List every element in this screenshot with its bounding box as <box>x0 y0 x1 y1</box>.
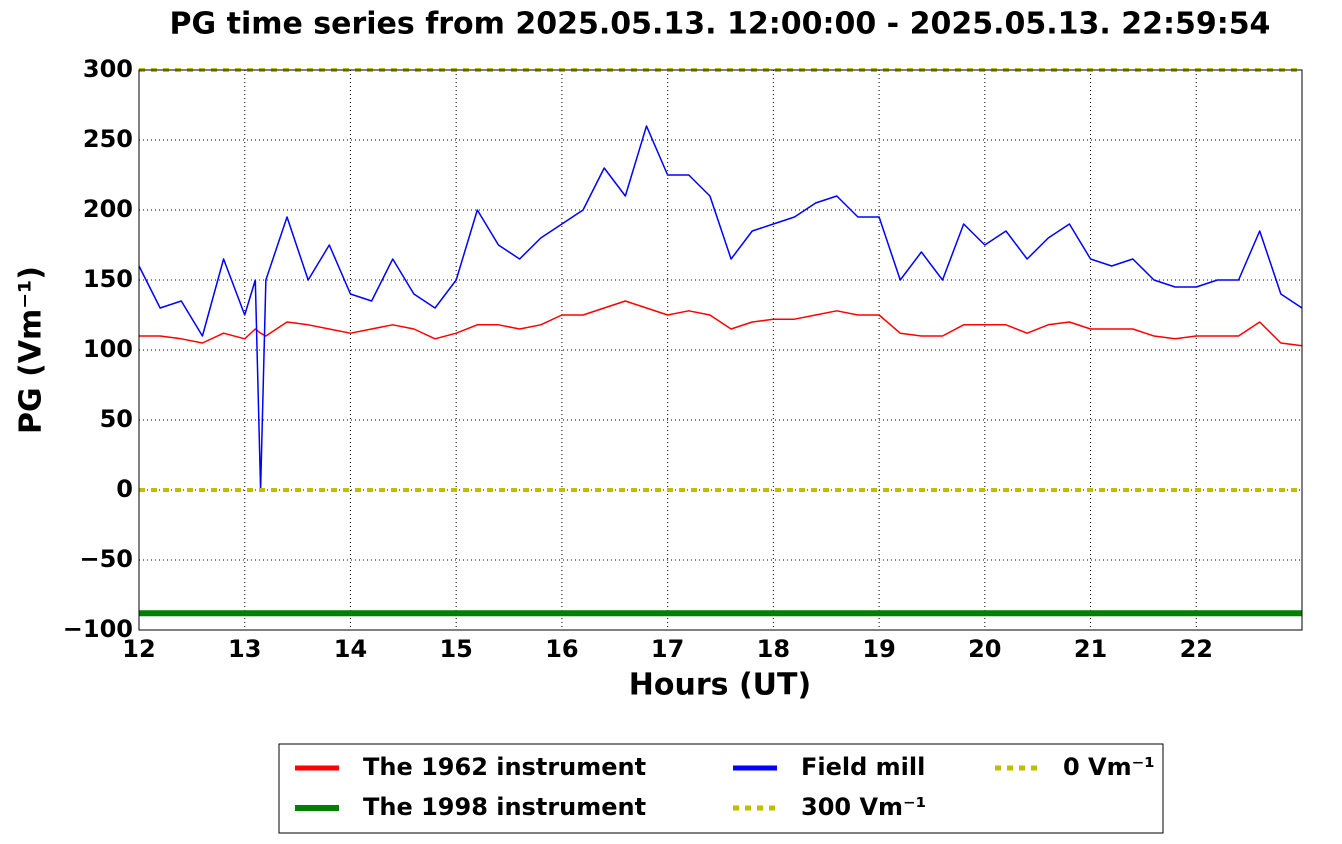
x-tick-label: 12 <box>122 635 155 663</box>
y-tick-label: −100 <box>63 615 133 643</box>
y-axis-label: PG (Vm⁻¹) <box>14 266 49 434</box>
x-tick-label: 19 <box>862 635 895 663</box>
x-tick-label: 15 <box>439 635 472 663</box>
y-tick-label: 200 <box>83 195 133 223</box>
y-tick-label: 50 <box>100 405 133 433</box>
x-tick-label: 17 <box>651 635 684 663</box>
y-tick-label: 300 <box>83 55 133 83</box>
y-tick-label: 0 <box>116 475 133 503</box>
legend-box <box>278 743 1164 834</box>
legend-label: The 1962 instrument <box>363 753 646 781</box>
x-tick-label: 22 <box>1180 635 1213 663</box>
x-tick-label: 21 <box>1074 635 1107 663</box>
plot-frame <box>138 69 1303 631</box>
series-line <box>139 300 1303 347</box>
legend-label: 300 Vm⁻¹ <box>801 793 926 821</box>
chart-title: PG time series from 2025.05.13. 12:00:00… <box>170 7 1271 42</box>
legend-label: Field mill <box>801 753 925 781</box>
x-tick-label: 18 <box>757 635 790 663</box>
y-tick-label: 100 <box>83 335 133 363</box>
y-tick-label: 250 <box>83 125 133 153</box>
legend-label: The 1998 instrument <box>363 793 646 821</box>
x-axis-label: Hours (UT) <box>629 668 811 703</box>
y-tick-label: 150 <box>83 265 133 293</box>
legend-label: 0 Vm⁻¹ <box>1063 753 1155 781</box>
x-tick-label: 16 <box>545 635 578 663</box>
x-tick-label: 14 <box>334 635 367 663</box>
series-line <box>138 125 1303 491</box>
y-tick-label: −50 <box>79 545 133 573</box>
x-tick-label: 13 <box>228 635 261 663</box>
x-tick-label: 20 <box>968 635 1001 663</box>
